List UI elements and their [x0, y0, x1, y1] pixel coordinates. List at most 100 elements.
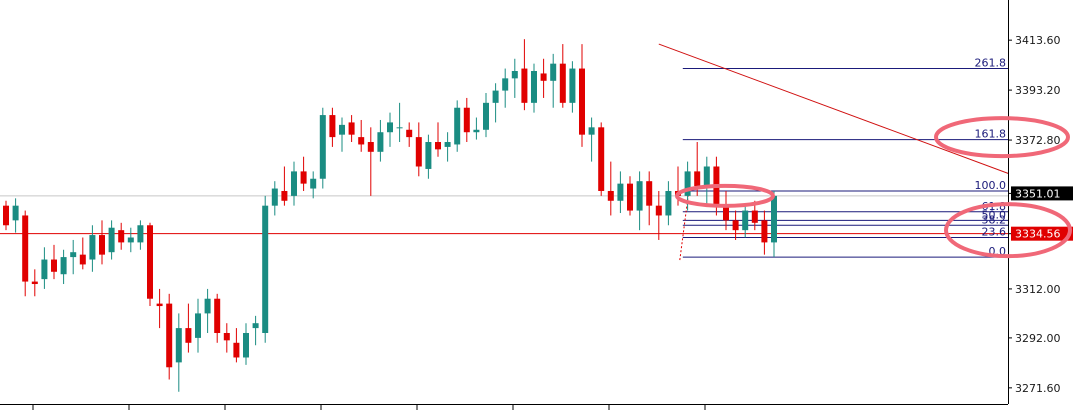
- candle: [598, 122, 605, 196]
- price-tick-label: 3413.60: [1015, 34, 1061, 47]
- candle-body: [627, 183, 633, 211]
- candle: [252, 315, 259, 346]
- candle: [511, 58, 518, 98]
- price-tick-label: 3312.00: [1015, 283, 1061, 296]
- candle: [406, 122, 413, 147]
- price-badge-label: 3351.01: [1015, 187, 1061, 200]
- candle: [550, 53, 557, 108]
- candle: [636, 171, 643, 231]
- candle: [22, 210, 29, 297]
- candle-body: [684, 171, 691, 196]
- candle-body: [425, 142, 432, 169]
- candle: [233, 328, 240, 363]
- candle: [665, 181, 672, 226]
- candle-body: [636, 181, 643, 211]
- time-axis[interactable]: [0, 404, 1008, 410]
- candle: [310, 171, 317, 199]
- candle: [175, 313, 182, 392]
- candle-body: [281, 190, 288, 201]
- candle-body: [406, 129, 413, 138]
- candle-body: [559, 63, 566, 103]
- candle-body: [732, 220, 739, 231]
- candle-body: [22, 215, 29, 282]
- candle-body: [521, 68, 528, 103]
- candle-body: [454, 107, 461, 145]
- candle: [281, 166, 288, 206]
- candle: [147, 222, 153, 307]
- highlight-ellipse: [944, 202, 1072, 259]
- price-tick-label: 3292.00: [1015, 332, 1061, 345]
- candle: [70, 239, 77, 275]
- highlight-ellipse: [934, 116, 1070, 159]
- candle: [51, 244, 57, 280]
- candle-body: [415, 137, 422, 167]
- candle-body: [214, 298, 221, 333]
- candle: [502, 68, 509, 108]
- candle: [367, 127, 374, 196]
- candle-body: [233, 342, 240, 358]
- candle-body: [502, 78, 509, 91]
- candle: [137, 220, 144, 250]
- candle-body: [569, 68, 576, 103]
- candle: [569, 61, 576, 113]
- candle: [579, 44, 585, 147]
- candle-body: [655, 205, 662, 216]
- candle: [319, 107, 326, 189]
- candle-body: [12, 205, 19, 221]
- fib-level-label: 38.2: [982, 213, 1007, 226]
- candle: [156, 288, 163, 329]
- candle-body: [540, 73, 547, 81]
- candle-body: [463, 107, 470, 133]
- candle: [358, 119, 365, 152]
- candle-body: [473, 129, 480, 133]
- candle: [559, 44, 566, 108]
- candle: [291, 161, 297, 206]
- candle: [463, 97, 470, 143]
- candle: [204, 288, 211, 333]
- candle-body: [271, 188, 278, 206]
- candle-body: [579, 68, 585, 135]
- candle-body: [492, 90, 499, 103]
- candle: [435, 122, 441, 157]
- candle: [540, 58, 547, 98]
- candle: [339, 117, 345, 152]
- candle-body: [223, 332, 230, 341]
- candle: [454, 100, 461, 152]
- candle: [79, 237, 86, 270]
- candle: [723, 190, 729, 231]
- candle-body: [175, 328, 182, 363]
- fib-level-label: 23.6: [982, 226, 1007, 239]
- candle-body: [588, 127, 595, 135]
- candle-body: [31, 281, 38, 285]
- candle: [377, 119, 384, 162]
- candle-body: [166, 303, 173, 368]
- candle-body: [751, 210, 758, 223]
- candle: [444, 132, 451, 162]
- candle-body: [262, 205, 269, 333]
- fib-level-label: 161.8: [975, 128, 1007, 141]
- candle: [531, 63, 537, 113]
- candle-body: [339, 124, 345, 135]
- candle-body: [204, 298, 211, 314]
- candle: [742, 205, 749, 238]
- candle-body: [531, 71, 537, 103]
- candle-body: [118, 230, 125, 243]
- candle: [195, 298, 201, 353]
- price-badge: [1011, 186, 1073, 201]
- candle-body: [607, 190, 614, 201]
- candle-body: [771, 195, 777, 243]
- candle-body: [377, 132, 384, 152]
- candle-body: [147, 225, 153, 299]
- candle: [492, 83, 499, 123]
- candle-body: [195, 313, 201, 338]
- candle: [646, 171, 653, 226]
- candle-body: [387, 122, 393, 133]
- candle: [3, 200, 9, 231]
- candle-body: [723, 205, 729, 221]
- candle: [473, 117, 480, 140]
- candle: [108, 220, 115, 260]
- candle-body: [511, 71, 518, 79]
- candle-body: [358, 137, 365, 145]
